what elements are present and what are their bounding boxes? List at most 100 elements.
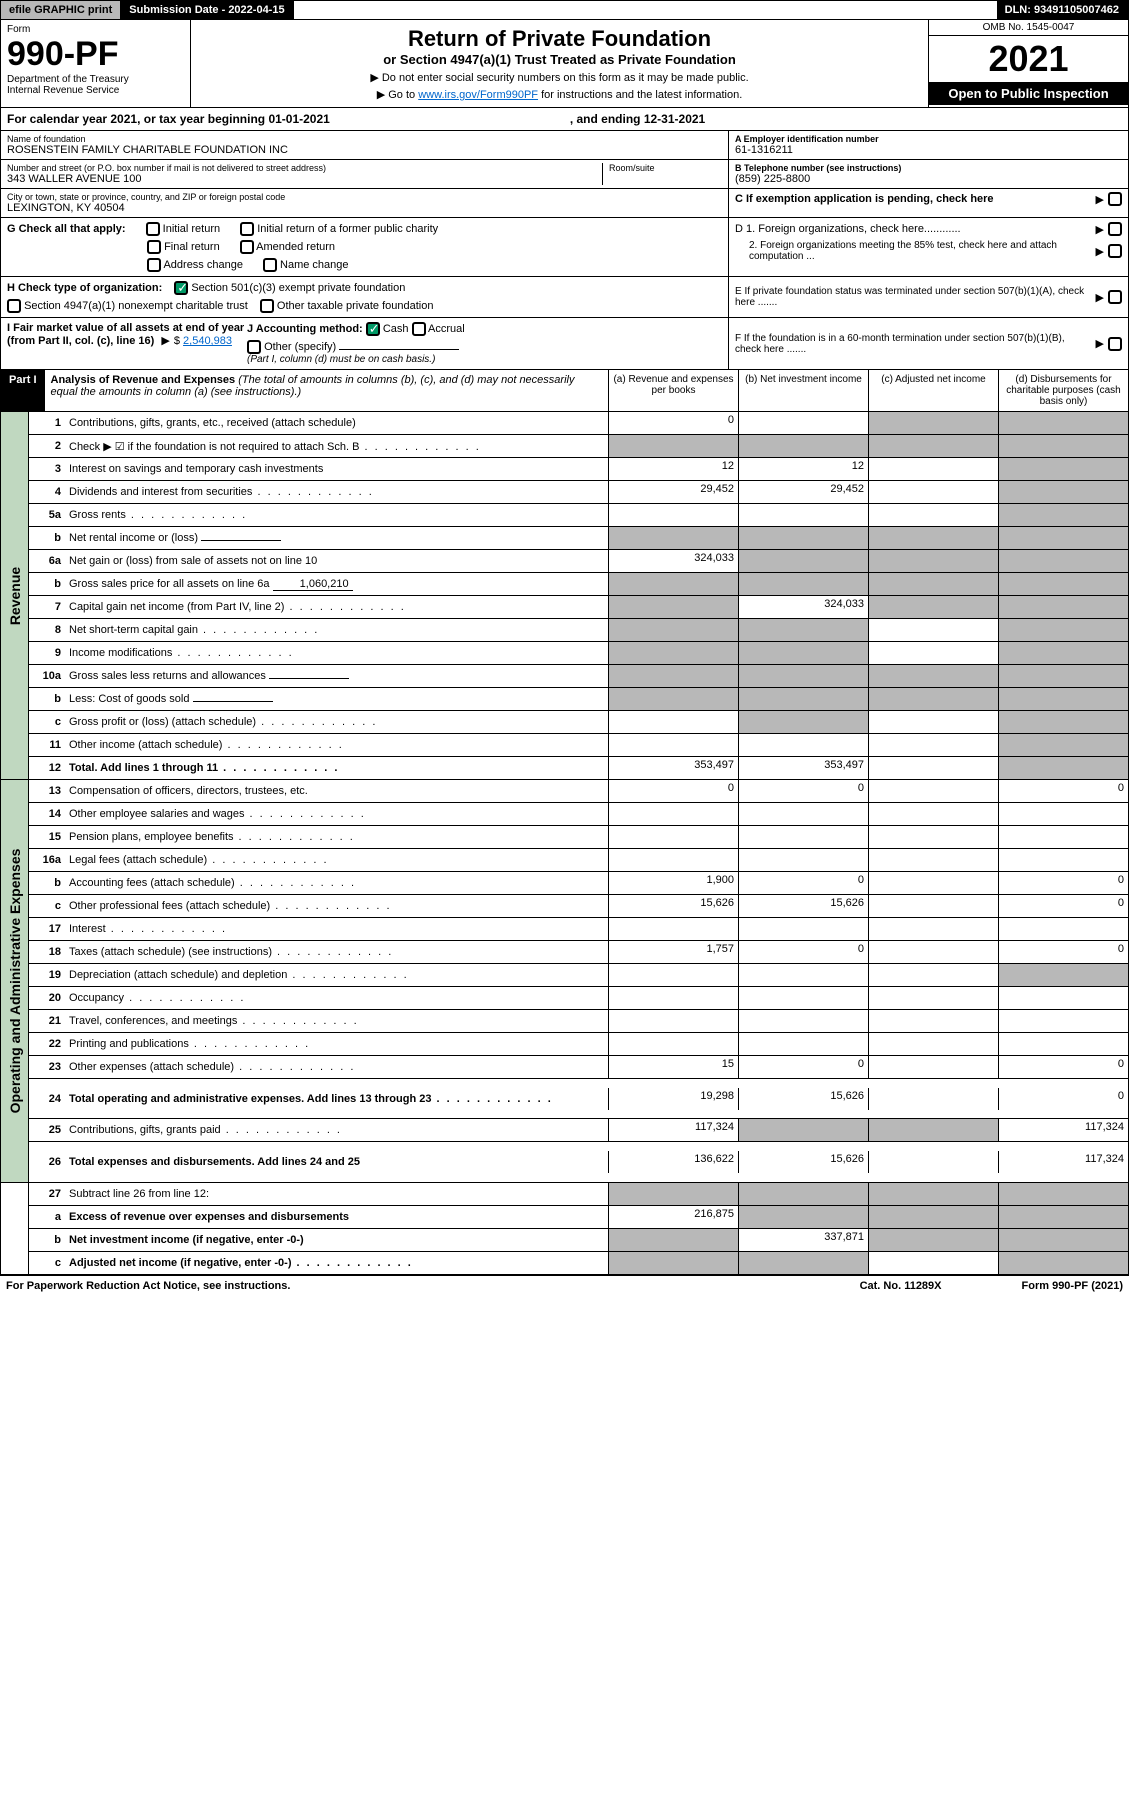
- data-cell: [868, 1119, 998, 1141]
- irs-link[interactable]: www.irs.gov/Form990PF: [418, 89, 538, 101]
- line-number: 16a: [29, 852, 65, 868]
- h-4947-checkbox[interactable]: [7, 299, 21, 313]
- line-description: Net gain or (loss) from sale of assets n…: [65, 553, 608, 569]
- initial-return-checkbox[interactable]: [146, 222, 160, 236]
- data-cell: [738, 849, 868, 871]
- line-number: 24: [29, 1091, 65, 1107]
- address-change-checkbox[interactable]: [147, 258, 161, 272]
- data-cell: [998, 711, 1128, 733]
- accrual-checkbox[interactable]: [412, 322, 426, 336]
- final-section: 27Subtract line 26 from line 12:aExcess …: [0, 1183, 1129, 1275]
- c-checkbox[interactable]: [1108, 192, 1122, 206]
- line-description: Accounting fees (attach schedule): [65, 875, 608, 891]
- data-cell: [738, 665, 868, 687]
- data-cell: [868, 550, 998, 572]
- table-row: 13Compensation of officers, directors, t…: [29, 780, 1128, 803]
- other-method-checkbox[interactable]: [247, 340, 261, 354]
- table-row: 20Occupancy: [29, 987, 1128, 1010]
- name-change-checkbox[interactable]: [263, 258, 277, 272]
- data-cell: [998, 1183, 1128, 1205]
- line-number: 6a: [29, 553, 65, 569]
- data-cell: [608, 688, 738, 710]
- line-description: Gross profit or (loss) (attach schedule): [65, 714, 608, 730]
- e-checkbox[interactable]: [1108, 290, 1122, 304]
- data-cell: [608, 1033, 738, 1055]
- data-cell: [868, 941, 998, 963]
- data-cell: [608, 987, 738, 1009]
- h-other-checkbox[interactable]: [260, 299, 274, 313]
- omb-number: OMB No. 1545-0047: [929, 20, 1128, 36]
- data-cell: [868, 435, 998, 457]
- data-cell: 12: [608, 458, 738, 480]
- data-cell: [868, 780, 998, 802]
- form-subtitle: or Section 4947(a)(1) Trust Treated as P…: [197, 52, 922, 67]
- data-cell: [738, 1183, 868, 1205]
- data-cell: [868, 573, 998, 595]
- line-description: Total. Add lines 1 through 11: [65, 760, 608, 776]
- line-number: 3: [29, 461, 65, 477]
- data-cell: [608, 1229, 738, 1251]
- amended-return-checkbox[interactable]: [240, 240, 254, 254]
- line-description: Other professional fees (attach schedule…: [65, 898, 608, 914]
- table-row: 21Travel, conferences, and meetings: [29, 1010, 1128, 1033]
- table-row: cAdjusted net income (if negative, enter…: [29, 1252, 1128, 1274]
- data-cell: [608, 642, 738, 664]
- submission-date: Submission Date - 2022-04-15: [121, 1, 293, 19]
- data-cell: [868, 527, 998, 549]
- data-cell: 216,875: [608, 1206, 738, 1228]
- data-cell: [738, 1010, 868, 1032]
- data-cell: [868, 1010, 998, 1032]
- cat-number: Cat. No. 11289X: [860, 1280, 942, 1292]
- data-cell: 353,497: [608, 757, 738, 779]
- paperwork-notice: For Paperwork Reduction Act Notice, see …: [6, 1280, 290, 1292]
- table-row: cOther professional fees (attach schedul…: [29, 895, 1128, 918]
- data-cell: [868, 895, 998, 917]
- part1-label: Part I: [1, 370, 45, 411]
- instruction-1: ▶ Do not enter social security numbers o…: [197, 71, 922, 84]
- data-cell: [868, 665, 998, 687]
- table-row: 26Total expenses and disbursements. Add …: [29, 1142, 1128, 1182]
- data-cell: 117,324: [998, 1119, 1128, 1141]
- data-cell: [608, 619, 738, 641]
- d2-checkbox[interactable]: [1108, 244, 1122, 258]
- open-to-public: Open to Public Inspection: [929, 82, 1128, 105]
- line-description: Gross sales less returns and allowances: [65, 668, 608, 684]
- data-cell: [738, 435, 868, 457]
- data-cell: [868, 596, 998, 618]
- line-description: Net investment income (if negative, ente…: [65, 1232, 608, 1248]
- line-description: Capital gain net income (from Part IV, l…: [65, 599, 608, 615]
- final-return-checkbox[interactable]: [147, 240, 161, 254]
- line-number: 14: [29, 806, 65, 822]
- data-cell: [608, 826, 738, 848]
- revenue-side-label: Revenue: [1, 412, 29, 779]
- initial-former-checkbox[interactable]: [240, 222, 254, 236]
- col-a-header: (a) Revenue and expenses per books: [608, 370, 738, 411]
- table-row: bLess: Cost of goods sold: [29, 688, 1128, 711]
- data-cell: [998, 458, 1128, 480]
- line-number: 25: [29, 1122, 65, 1138]
- data-cell: [998, 1229, 1128, 1251]
- fmv-link[interactable]: 2,540,983: [183, 335, 232, 347]
- data-cell: [868, 711, 998, 733]
- table-row: 7Capital gain net income (from Part IV, …: [29, 596, 1128, 619]
- foundation-city: LEXINGTON, KY 40504: [7, 202, 722, 214]
- cash-checkbox[interactable]: [366, 322, 380, 336]
- efile-print-button[interactable]: efile GRAPHIC print: [1, 1, 121, 19]
- form-number: 990-PF: [7, 35, 184, 74]
- data-cell: [868, 458, 998, 480]
- data-cell: [998, 757, 1128, 779]
- data-cell: 117,324: [998, 1151, 1128, 1173]
- d1-checkbox[interactable]: [1108, 222, 1122, 236]
- line-number: 5a: [29, 507, 65, 523]
- table-row: bNet investment income (if negative, ent…: [29, 1229, 1128, 1252]
- data-cell: [868, 1088, 998, 1110]
- data-cell: 0: [738, 872, 868, 894]
- section-g-d: G Check all that apply: Initial return I…: [0, 218, 1129, 277]
- line-number: b: [29, 576, 65, 592]
- h-501c3-checkbox[interactable]: [174, 281, 188, 295]
- line-description: Other expenses (attach schedule): [65, 1059, 608, 1075]
- data-cell: [738, 688, 868, 710]
- f-checkbox[interactable]: [1108, 337, 1122, 351]
- data-cell: 29,452: [738, 481, 868, 503]
- foundation-info: Name of foundation ROSENSTEIN FAMILY CHA…: [0, 131, 1129, 218]
